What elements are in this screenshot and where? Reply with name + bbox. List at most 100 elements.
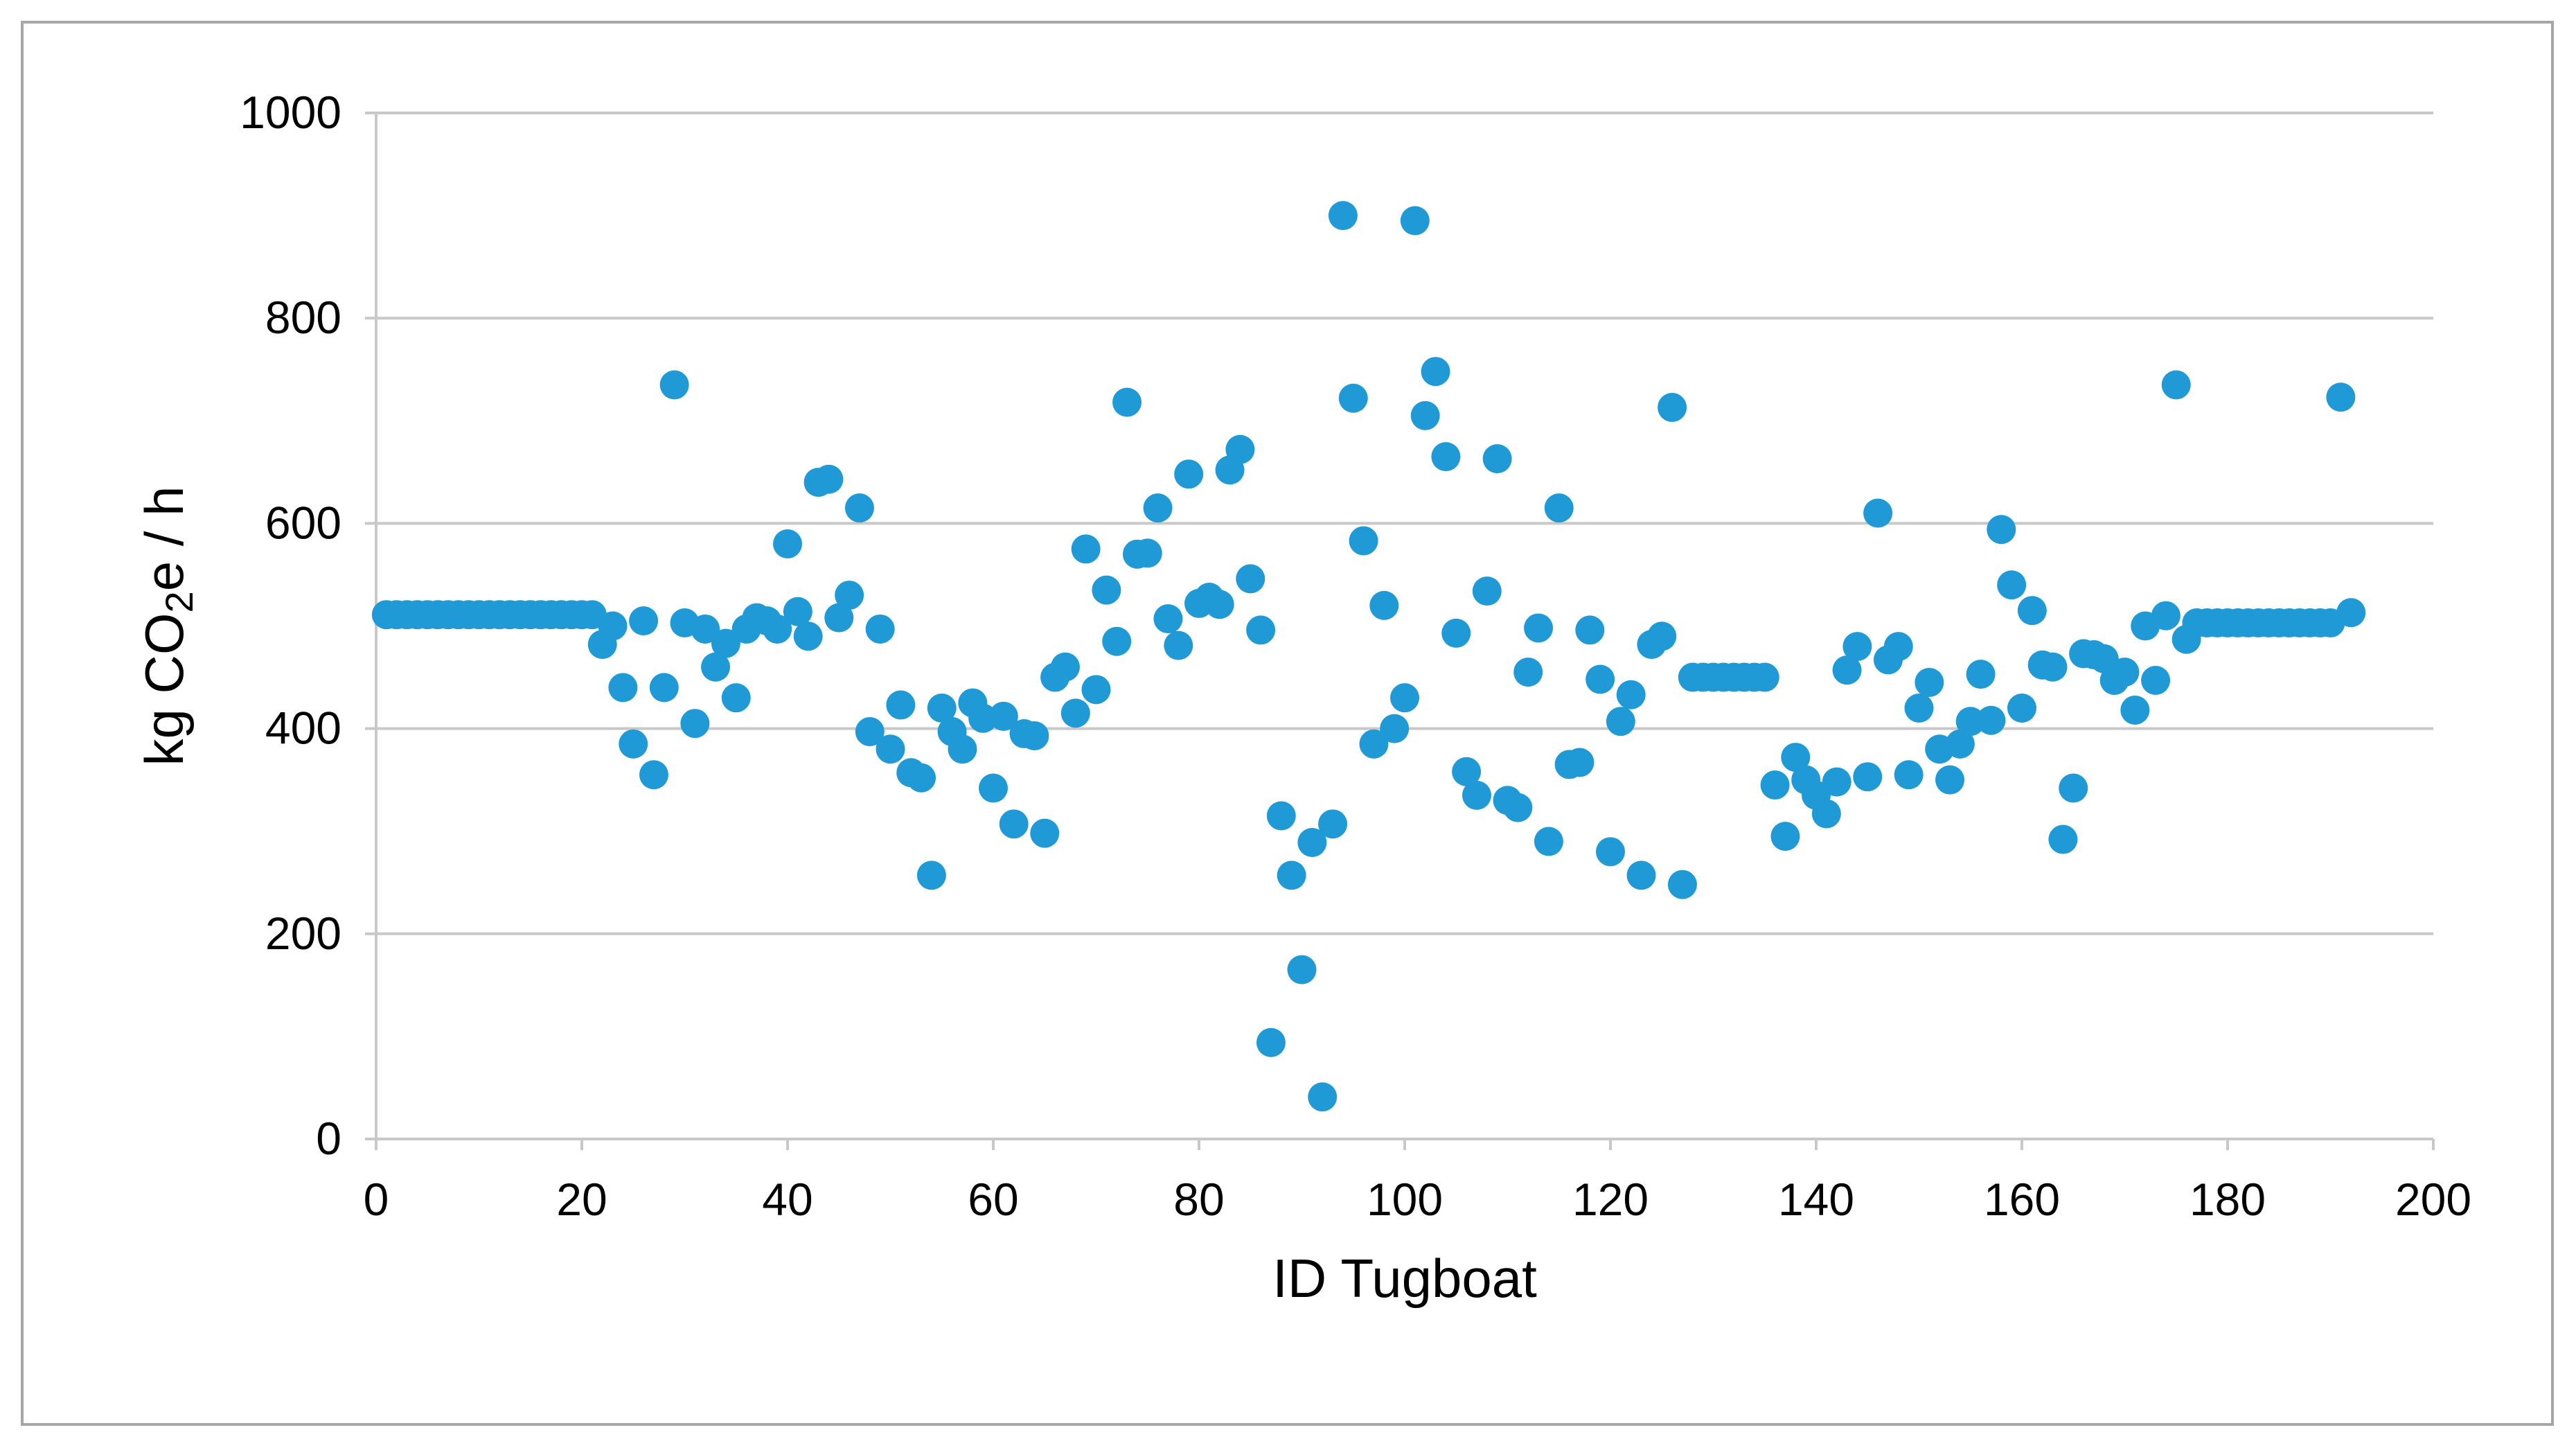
data-point: [1863, 498, 1893, 528]
data-point: [1811, 799, 1841, 829]
x-tick-label: 160: [1984, 1174, 2060, 1225]
data-point: [1400, 206, 1430, 236]
data-point: [2151, 601, 2180, 630]
data-point: [1092, 575, 1121, 605]
data-point: [1894, 760, 1924, 790]
data-point: [711, 628, 740, 658]
data-point: [1318, 809, 1348, 839]
y-tick-label: 1000: [240, 87, 341, 138]
data-point: [1462, 780, 1491, 810]
data-point: [1976, 705, 2006, 735]
data-point: [783, 597, 812, 626]
data-point: [1596, 837, 1625, 867]
x-tick-label: 0: [364, 1174, 389, 1225]
data-point: [2336, 598, 2366, 628]
axis-layer: [365, 112, 2435, 1150]
data-point: [2038, 652, 2068, 682]
y-tick-label: 600: [265, 497, 341, 548]
data-point: [721, 683, 751, 713]
data-point: [1369, 590, 1399, 620]
scatter-chart: 0 200 400 600 800 1000 0 20 40 60 80 100 120 140 160 18…: [134, 87, 2471, 1309]
data-point: [1883, 632, 1913, 662]
chart-frame: 0 200 400 600 800 1000 0 20 40 60 80 100 120 140 160 18…: [21, 21, 2554, 1426]
data-point: [1225, 434, 1255, 464]
y-tick-label: 800: [265, 292, 341, 343]
data-point: [1935, 765, 1965, 795]
data-point: [1153, 604, 1183, 634]
data-point: [1770, 822, 1800, 851]
data-point: [1853, 762, 1883, 792]
y-axis-title-suffix: e / h: [134, 486, 195, 592]
data-point: [1565, 748, 1595, 777]
data-point: [1524, 613, 1554, 643]
data-point: [1277, 860, 1306, 890]
x-tick-label: 200: [2395, 1174, 2471, 1225]
data-point: [1647, 621, 1677, 651]
data-point: [1390, 683, 1419, 713]
data-point: [1380, 714, 1410, 743]
point-layer: [371, 201, 2366, 1112]
data-point: [1534, 827, 1563, 856]
data-point: [763, 614, 792, 644]
data-point: [649, 673, 679, 703]
data-point: [1308, 1082, 1338, 1112]
x-tick-label: 40: [762, 1174, 812, 1225]
data-point: [1482, 444, 1512, 474]
x-tick-label: 60: [968, 1174, 1018, 1225]
data-point: [1616, 680, 1646, 709]
data-point: [2120, 695, 2150, 725]
data-point: [1472, 576, 1502, 606]
data-point: [1585, 664, 1615, 694]
x-tick-label: 140: [1778, 1174, 1854, 1225]
data-point: [886, 690, 916, 720]
data-point: [1441, 618, 1471, 648]
data-point: [1328, 201, 1358, 231]
data-point: [1132, 538, 1162, 568]
x-tick-label: 180: [2189, 1174, 2266, 1225]
data-point: [1164, 630, 1193, 660]
data-point: [1626, 860, 1656, 890]
data-point: [1760, 770, 1790, 800]
data-point: [1143, 493, 1173, 523]
x-tick-label: 120: [1572, 1174, 1649, 1225]
data-point: [835, 581, 864, 610]
data-point: [691, 614, 720, 644]
data-point: [1842, 632, 1872, 662]
y-tick-label: 400: [265, 703, 341, 754]
data-point: [629, 606, 659, 636]
data-point: [1030, 818, 1060, 848]
data-point: [1575, 615, 1605, 645]
data-point: [979, 773, 1008, 803]
data-point: [1338, 383, 1368, 413]
data-point: [1966, 660, 1996, 689]
data-point: [1174, 459, 1204, 489]
data-point: [1050, 652, 1080, 682]
data-point: [1020, 721, 1049, 750]
data-point: [2089, 644, 2119, 673]
data-point: [659, 370, 689, 400]
data-point: [2059, 773, 2088, 803]
data-point: [1431, 442, 1461, 472]
x-axis-title: ID Tugboat: [1272, 1248, 1537, 1309]
data-point: [1102, 626, 1132, 656]
label-layer: 0 200 400 600 800 1000 0 20 40 60 80 100 120 140 160 18…: [240, 87, 2471, 1225]
data-point: [1997, 570, 2027, 600]
data-point: [1945, 729, 1975, 759]
data-point: [2017, 596, 2047, 626]
data-point: [701, 652, 731, 682]
data-point: [1112, 387, 1142, 417]
data-point: [680, 709, 710, 739]
data-point: [598, 611, 628, 641]
data-point: [988, 701, 1018, 731]
data-point: [1421, 357, 1450, 387]
data-point: [1781, 743, 1811, 772]
data-point: [1297, 827, 1327, 857]
data-point: [1236, 564, 1265, 594]
data-point: [1071, 534, 1101, 564]
data-point: [1513, 657, 1543, 687]
data-point: [844, 493, 874, 523]
data-point: [1410, 400, 1440, 430]
data-point: [2161, 370, 2191, 400]
data-point: [1060, 698, 1090, 728]
data-point: [619, 729, 648, 759]
